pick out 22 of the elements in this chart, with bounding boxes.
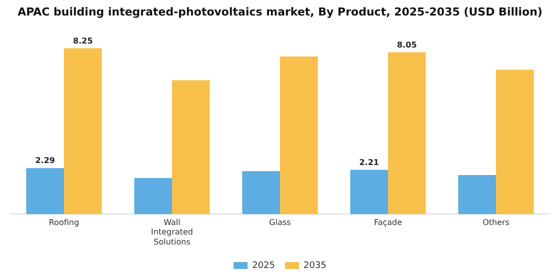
bar [496, 70, 534, 214]
data-label: 2.21 [359, 158, 380, 167]
data-label: 8.05 [397, 40, 418, 50]
bar [172, 80, 210, 214]
x-tick-label: Glass [269, 218, 291, 228]
chart-title: APAC building integrated-photovoltaics market, By Product, 2025-2035 (USD Billion) [18, 5, 542, 18]
data-label: 8.25 [73, 36, 94, 46]
x-tick-label: Others [482, 218, 510, 228]
bar [64, 48, 102, 214]
bar [458, 174, 496, 214]
bar [134, 178, 172, 214]
x-tick-label: Façade [374, 218, 402, 228]
bar [280, 56, 318, 214]
bar [388, 52, 426, 214]
bar [242, 171, 280, 214]
bar [350, 170, 388, 214]
data-label: 2.29 [35, 156, 56, 166]
legend-label: 2035 [304, 260, 326, 271]
x-tick-label: Roofing [48, 218, 80, 228]
x-tick-label: Wall Integrated Solutions [151, 218, 193, 246]
legend-label: 2025 [252, 260, 275, 271]
bar [26, 168, 64, 214]
